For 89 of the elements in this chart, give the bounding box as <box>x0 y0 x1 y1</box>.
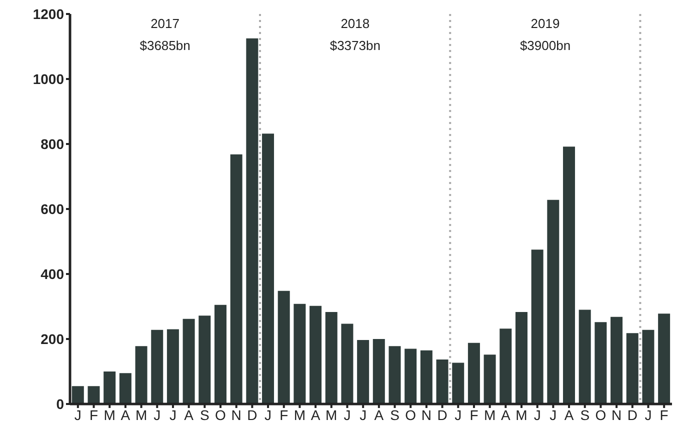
bar <box>214 304 226 404</box>
x-tick-label: O <box>215 406 226 423</box>
x-tick-label: N <box>611 406 622 423</box>
bar <box>563 146 576 404</box>
x-tick-label: A <box>500 406 511 423</box>
x-tick-label: A <box>564 406 574 423</box>
x-tick-label: M <box>516 406 528 423</box>
x-tick-label: N <box>231 406 242 423</box>
y-tick-label: 1200 <box>32 6 64 22</box>
x-tick-label: M <box>104 406 116 423</box>
annotation: $3900bn <box>518 38 572 53</box>
bar <box>182 318 195 404</box>
bar <box>325 312 338 404</box>
x-tick-label: J <box>454 406 462 423</box>
x-tick-label: J <box>344 406 351 423</box>
annotation: 2019 <box>530 16 561 31</box>
x-tick-label: A <box>120 406 131 423</box>
x-tick-label: M <box>484 406 496 423</box>
bar <box>151 330 164 404</box>
x-tick-label: M <box>135 406 148 423</box>
bar <box>357 340 370 404</box>
x-tick-label: J <box>534 406 541 423</box>
x-tick-label: F <box>660 406 668 423</box>
bar <box>658 314 670 404</box>
x-tick-label: S <box>580 406 590 423</box>
bar <box>310 306 322 404</box>
bar <box>420 350 432 404</box>
bar <box>104 372 116 404</box>
y-tick-label: 200 <box>40 330 64 347</box>
bar <box>119 373 132 404</box>
bar <box>88 386 100 404</box>
annotation: 2017 <box>150 16 180 31</box>
y-tick-label: 400 <box>40 266 64 282</box>
bar <box>72 386 84 404</box>
x-tick-label: D <box>437 406 448 423</box>
bar <box>166 329 179 404</box>
x-tick-label: J <box>74 406 82 423</box>
bar <box>246 38 258 404</box>
x-tick-label: A <box>310 406 321 423</box>
bar <box>610 316 623 404</box>
x-tick-label: A <box>184 406 194 423</box>
bar <box>198 316 211 404</box>
x-tick-label: J <box>360 406 367 423</box>
x-tick-label: M <box>294 406 306 423</box>
annotation: $3373bn <box>328 38 382 53</box>
x-tick-label: J <box>169 406 176 423</box>
bar <box>468 342 480 404</box>
annotation: $3685bn <box>138 38 192 53</box>
bar <box>547 200 560 404</box>
bar <box>294 304 306 404</box>
x-tick-label: S <box>200 406 210 423</box>
bar <box>404 348 417 404</box>
bar <box>341 324 354 404</box>
x-tick-label: J <box>644 406 652 423</box>
x-tick-label: D <box>247 406 258 423</box>
bar <box>531 250 544 404</box>
x-tick-label: N <box>421 406 432 423</box>
x-tick-label: F <box>89 406 98 423</box>
bar <box>436 359 448 404</box>
bar <box>372 339 385 404</box>
x-tick-label: O <box>595 406 606 423</box>
x-tick-label: A <box>374 406 384 423</box>
x-tick-label: M <box>326 406 338 423</box>
annotation: 2018 <box>340 16 371 31</box>
bar <box>515 312 528 404</box>
bar <box>230 154 242 404</box>
x-tick-label: J <box>154 406 161 423</box>
bar <box>578 310 591 404</box>
bar <box>278 290 290 404</box>
x-tick-label: S <box>390 406 400 423</box>
y-tick-label: 600 <box>40 200 64 217</box>
bar <box>452 362 464 404</box>
bar <box>500 328 512 404</box>
x-tick-label: F <box>470 406 478 423</box>
bar <box>626 333 638 404</box>
bar <box>135 346 148 404</box>
y-tick-label: 0 <box>56 396 64 412</box>
bar <box>388 346 401 404</box>
bar <box>484 354 496 404</box>
x-tick-label: O <box>405 406 416 423</box>
bar <box>594 322 607 404</box>
x-tick-label: D <box>627 406 638 423</box>
y-tick-label: 1000 <box>32 70 64 87</box>
x-tick-label: J <box>550 406 557 423</box>
x-tick-label: J <box>264 406 272 423</box>
x-tick-label: F <box>280 406 288 423</box>
bar <box>262 134 274 404</box>
bar <box>642 330 654 404</box>
y-tick-label: 800 <box>40 136 64 152</box>
